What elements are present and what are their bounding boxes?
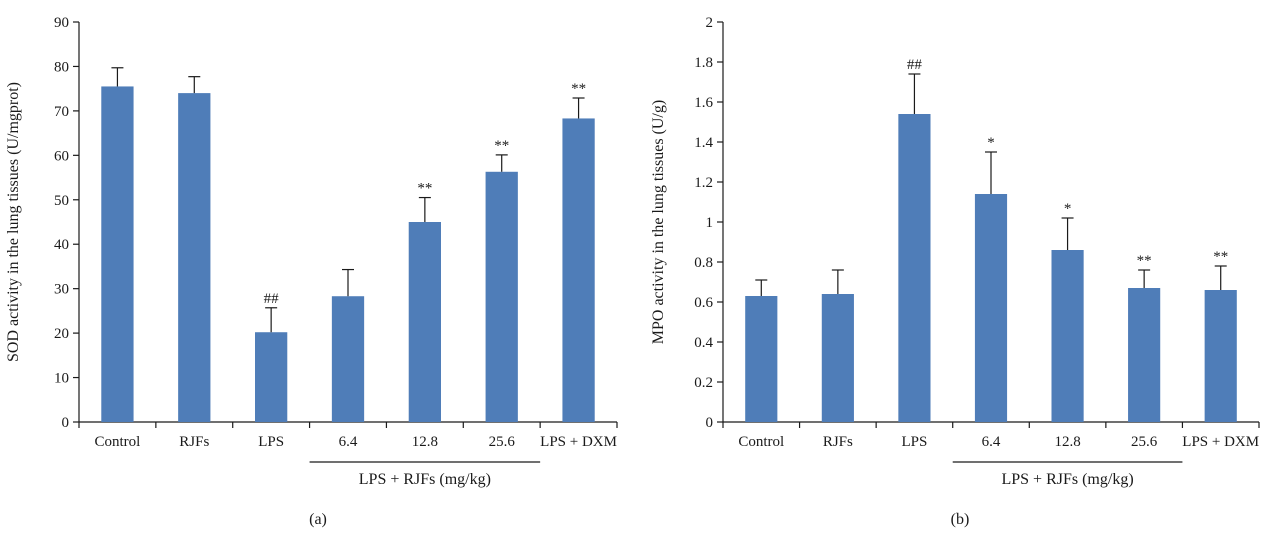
mpo-chart-panel: 0 0.2 0.4 0.6 0.8 1 1.2 1.4 1.6 1.8 2 Control RJFs ##… (650, 15, 1260, 528)
x-category-label: Control (738, 434, 784, 450)
significance-annotation: * (987, 135, 995, 151)
y-tick-label: 40 (54, 237, 69, 253)
y-tick-label: 80 (54, 59, 69, 75)
y-tick-label: 1.8 (694, 55, 713, 71)
significance-annotation: ** (417, 181, 432, 197)
group-label: LPS + RJFs (mg/kg) (359, 471, 491, 488)
x-category-label: LPS (258, 434, 284, 450)
y-tick-label: 20 (54, 326, 69, 342)
x-category-label: LPS (901, 434, 927, 450)
significance-annotation: ** (494, 138, 509, 154)
y-tick-label: 0 (706, 415, 714, 431)
y-tick-label: 1.6 (694, 95, 713, 111)
y-tick-label: 0.2 (694, 375, 713, 391)
panel-label: (b) (951, 511, 970, 528)
bar (898, 114, 931, 422)
x-category-label: 25.6 (489, 434, 516, 450)
x-category-label: 12.8 (1054, 434, 1080, 450)
y-tick-label: 2 (706, 15, 714, 31)
x-category-label: LPS + DXM (1182, 434, 1259, 450)
x-category-label: Control (95, 434, 141, 450)
y-tick-label: 1.4 (694, 135, 713, 151)
bar (178, 93, 211, 422)
bar (1128, 288, 1161, 422)
y-tick-label: 90 (54, 15, 69, 31)
bar (562, 118, 595, 422)
y-tick-label: 0.6 (694, 295, 713, 311)
bar (1204, 290, 1237, 422)
significance-annotation: * (1064, 201, 1072, 217)
group-label: LPS + RJFs (mg/kg) (1001, 471, 1133, 488)
bar (745, 296, 778, 422)
x-category-label: 6.4 (982, 434, 1001, 450)
bar (408, 222, 441, 422)
bar (1051, 250, 1084, 422)
bar (101, 86, 134, 422)
y-tick-label: 0 (62, 415, 70, 431)
y-tick-label: 0.4 (694, 335, 713, 351)
y-tick-label: 60 (54, 148, 69, 164)
y-tick-label: 30 (54, 282, 69, 298)
x-category-label: LPS + DXM (540, 434, 617, 450)
bar (331, 296, 365, 422)
significance-annotation: ## (264, 291, 280, 307)
significance-annotation: ** (571, 81, 586, 97)
x-category-label: RJFs (179, 434, 209, 450)
y-tick-label: 10 (54, 371, 69, 387)
x-category-label: 6.4 (339, 434, 358, 450)
y-axis-title: MPO activity in the lung tissues (U/g) (650, 100, 667, 344)
y-tick-label: 0.8 (694, 255, 713, 271)
bar (821, 294, 854, 422)
bar (485, 171, 518, 422)
panel-label: (a) (309, 511, 327, 528)
significance-annotation: ** (1137, 253, 1152, 269)
x-category-label: RJFs (823, 434, 853, 450)
y-tick-label: 1.2 (694, 175, 713, 191)
y-tick-label: 70 (54, 104, 69, 120)
x-category-label: 25.6 (1131, 434, 1158, 450)
bar (255, 332, 288, 422)
y-tick-label: 1 (706, 215, 714, 231)
sod-chart-panel: 0 10 20 30 40 50 60 70 80 90 Control RJFs ## LPS 6.4 **… (5, 15, 618, 528)
significance-annotation: ## (907, 57, 923, 73)
x-category-label: 12.8 (412, 434, 438, 450)
significance-annotation: ** (1213, 249, 1228, 265)
bar (974, 194, 1008, 422)
y-axis-title: SOD activity in the lung tissues (U/mgpr… (5, 82, 22, 362)
y-tick-label: 50 (54, 193, 69, 209)
